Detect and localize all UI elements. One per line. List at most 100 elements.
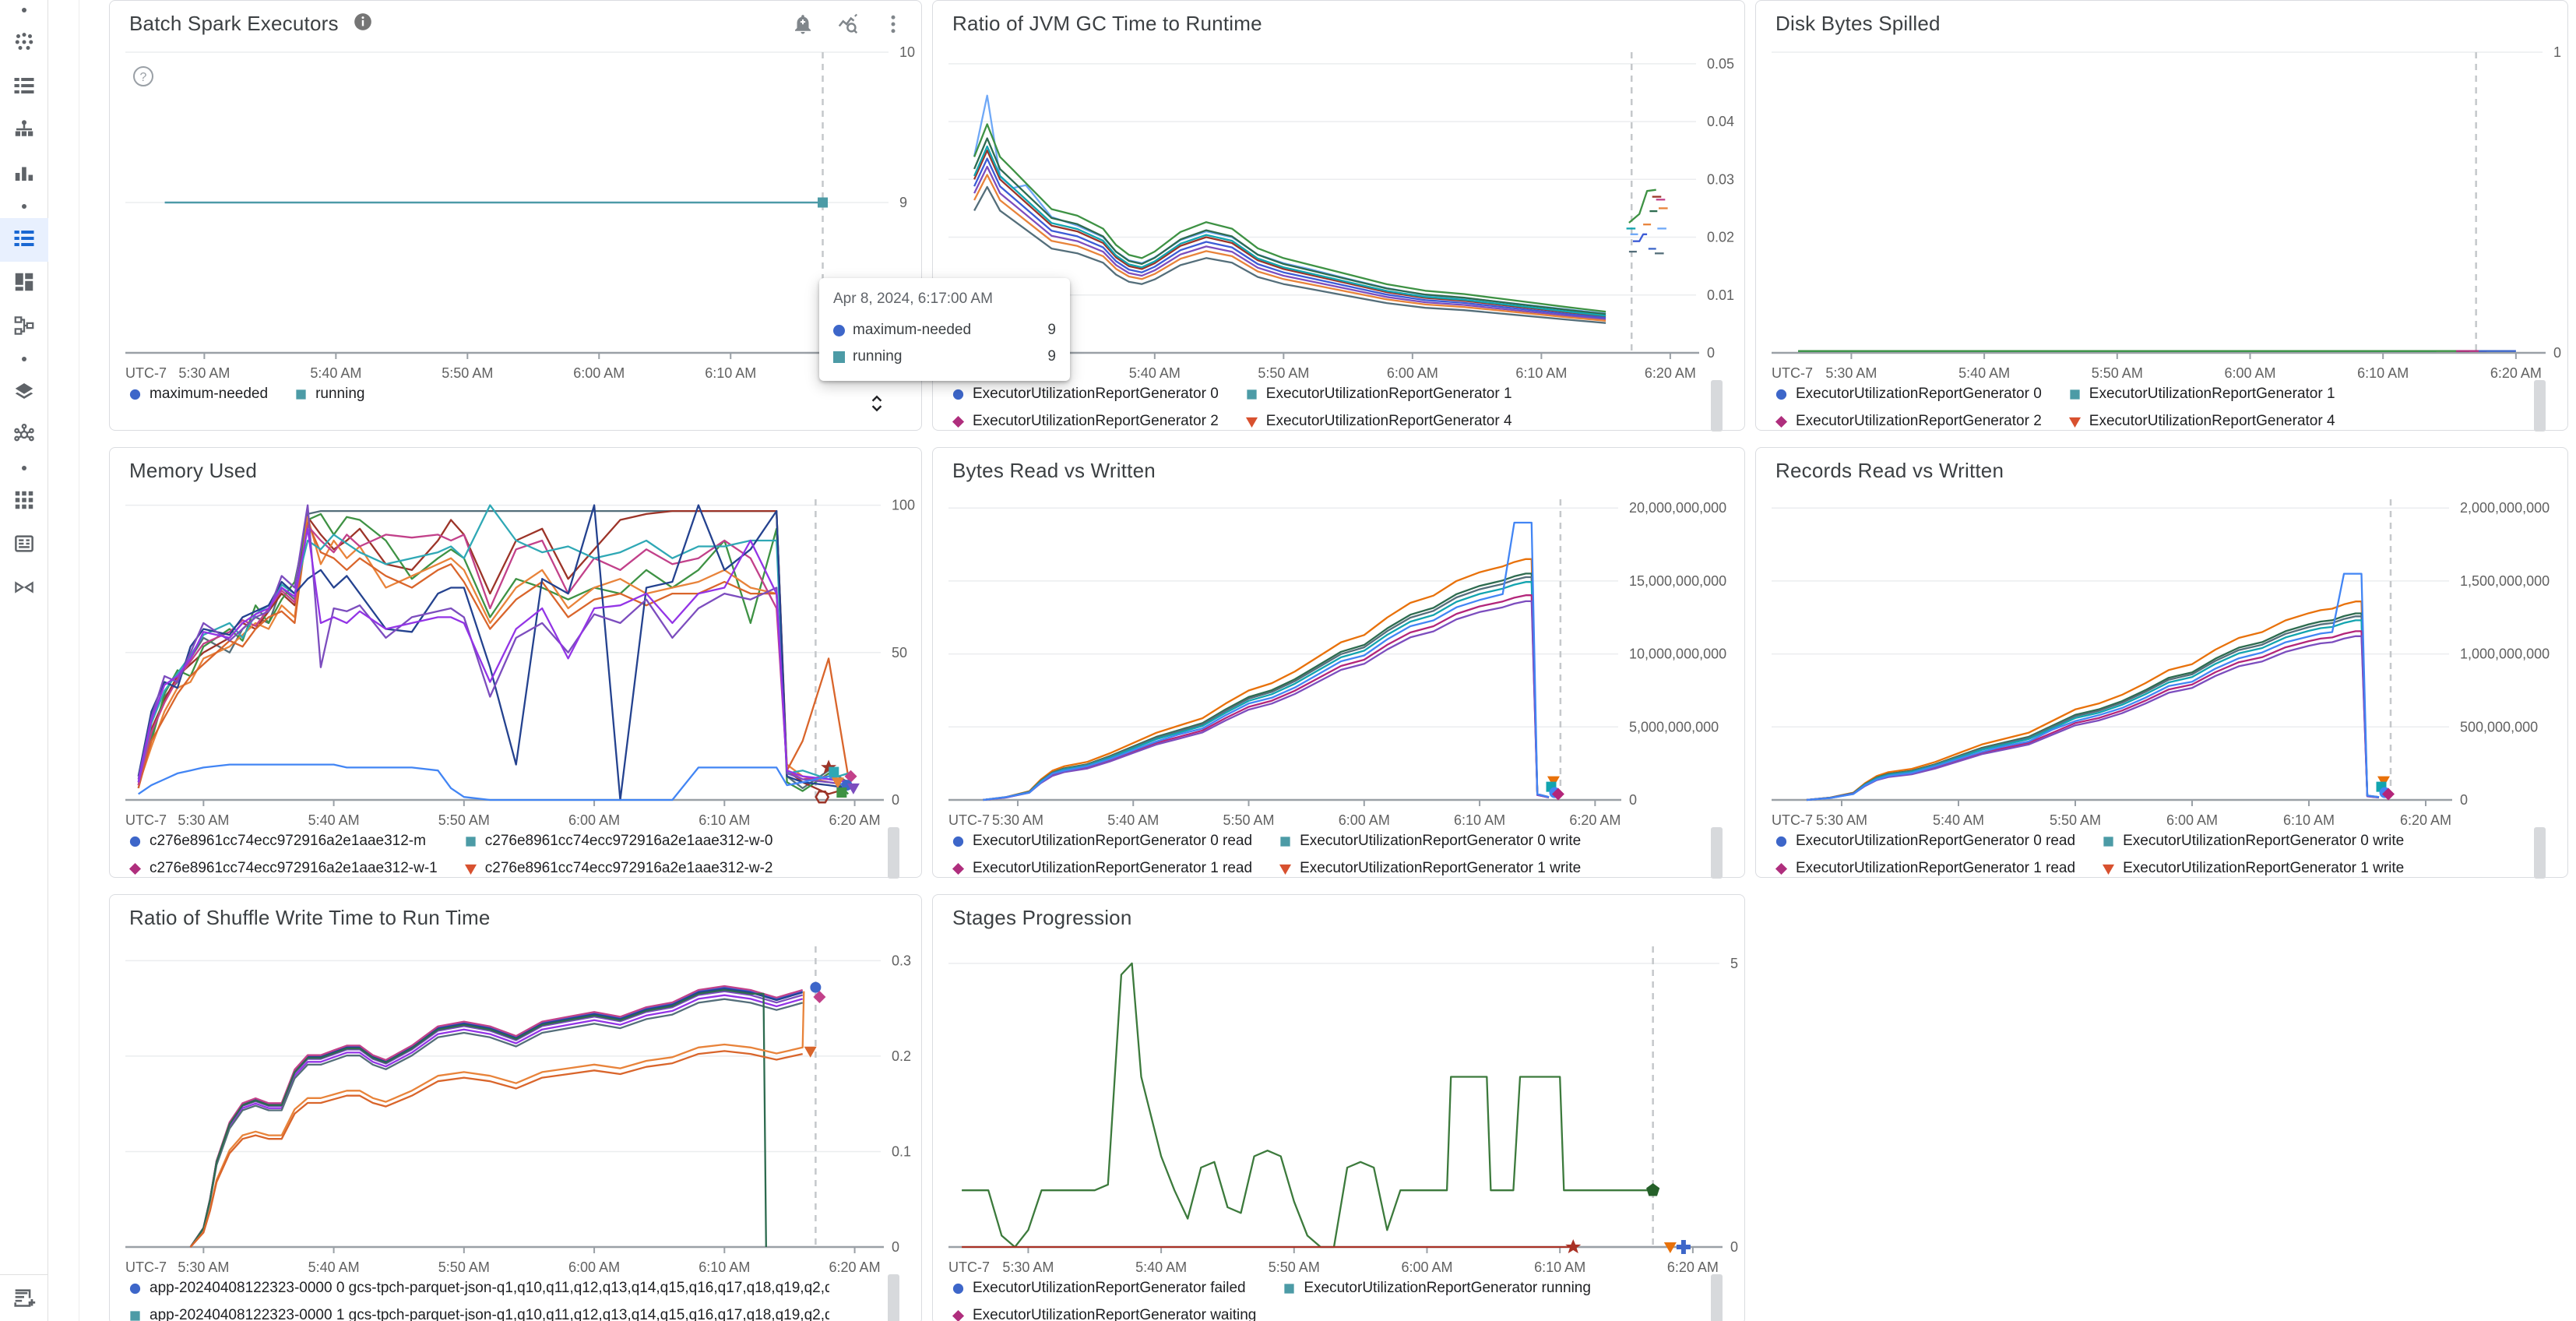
- chart-legend: ExecutorUtilizationReportGenerator 0 rea…: [1775, 833, 2404, 877]
- sidebar-item-batches[interactable]: [0, 218, 48, 262]
- legend-item[interactable]: ExecutorUtilizationReportGenerator runni…: [1283, 1280, 1591, 1297]
- chart-plot[interactable]: 1 0 5:30 AM 5:40 AM 5:50 AM 6:00 AM 6:10 AM 6:2…: [1756, 1, 2569, 432]
- svg-text:0.05: 0.05: [1707, 56, 1734, 72]
- separator-1-icon: [20, 4, 28, 18]
- bigquery-icon: [12, 576, 36, 603]
- chart-title: Ratio of JVM GC Time to Runtime: [952, 12, 1262, 35]
- legend-diamond-icon: [1775, 862, 1788, 875]
- svg-text:6:00 AM: 6:00 AM: [1401, 1259, 1452, 1275]
- legend-item[interactable]: ExecutorUtilizationReportGenerator 1: [1245, 386, 1512, 403]
- sidebar-item-environments[interactable]: [0, 371, 48, 414]
- sidebar-item-news[interactable]: [0, 523, 48, 567]
- legend-item[interactable]: c276e8961cc74ecc972916a2e1aae312-w-1: [128, 860, 438, 877]
- svg-text:6:10 AM: 6:10 AM: [1515, 365, 1567, 381]
- legend-item[interactable]: app-20240408122323-0000 0 gcs-tpch-parqu…: [128, 1280, 829, 1297]
- legend-item[interactable]: ExecutorUtilizationReportGenerator 0 wri…: [2102, 833, 2404, 850]
- legend-item[interactable]: ExecutorUtilizationReportGenerator 1 wri…: [1279, 860, 1581, 877]
- sidebar-item-bigquery[interactable]: [0, 567, 48, 611]
- legend-item[interactable]: ExecutorUtilizationReportGenerator 1: [2068, 386, 2335, 403]
- legend-label: ExecutorUtilizationReportGenerator 4: [2089, 413, 2335, 429]
- sidebar-item-dashboards[interactable]: [0, 262, 48, 305]
- svg-text:6:20 AM: 6:20 AM: [829, 1259, 881, 1275]
- svg-text:6:20 AM: 6:20 AM: [1569, 812, 1621, 828]
- sidebar-item-clusters[interactable]: [0, 22, 48, 65]
- sidebar-item-apps[interactable]: [0, 480, 48, 523]
- series-line: [137, 524, 849, 786]
- feedback-icon[interactable]: [11, 1286, 37, 1316]
- legend-item[interactable]: ExecutorUtilizationReportGenerator faile…: [952, 1280, 1256, 1297]
- legend-square-icon: [2070, 389, 2080, 400]
- legend-square-icon: [296, 389, 306, 400]
- info-icon[interactable]: [353, 12, 373, 36]
- chart-plot[interactable]: 0.3 0.2 0.1 0 5:30 AM 5:40 AM 5:50 AM 6:00 AM 6:…: [110, 895, 923, 1321]
- svg-text:20,000,000,000: 20,000,000,000: [1629, 500, 1726, 516]
- legend-diamond-icon: [952, 1309, 965, 1321]
- series-line: [189, 998, 804, 1248]
- environments-icon: [12, 379, 36, 407]
- legend-item[interactable]: ExecutorUtilizationReportGenerator 4: [2068, 413, 2335, 430]
- svg-text:0: 0: [892, 1239, 899, 1255]
- sidebar-item-metrics[interactable]: [0, 153, 48, 196]
- legend-item[interactable]: ExecutorUtilizationReportGenerator waiti…: [952, 1307, 1256, 1321]
- sidebar-item-jobs-list[interactable]: [0, 65, 48, 109]
- dashboard-grid: Batch Spark Executors10985:30 AM5:40 AM5…: [79, 0, 2568, 1321]
- legend-item[interactable]: ExecutorUtilizationReportGenerator 1 rea…: [952, 860, 1252, 877]
- legend-scrollbar-thumb[interactable]: [2534, 380, 2546, 432]
- legend-item[interactable]: c276e8961cc74ecc972916a2e1aae312-m: [128, 833, 438, 850]
- chart-title: Bytes Read vs Written: [952, 459, 1156, 482]
- legend-item[interactable]: ExecutorUtilizationReportGenerator 0: [1775, 386, 2042, 403]
- view-in-metrics-explorer-button[interactable]: [831, 9, 865, 43]
- chart-card-1: Batch Spark Executors10985:30 AM5:40 AM5…: [109, 0, 922, 431]
- legend-item[interactable]: ExecutorUtilizationReportGenerator 0 rea…: [1775, 833, 2075, 850]
- legend-label: ExecutorUtilizationReportGenerator 1: [1265, 386, 1512, 402]
- legend-scrollbar-thumb[interactable]: [2534, 827, 2546, 879]
- legend-item[interactable]: ExecutorUtilizationReportGenerator 0 rea…: [952, 833, 1252, 850]
- legend-circle-icon: [952, 836, 964, 847]
- legend-item[interactable]: ExecutorUtilizationReportGenerator 0 wri…: [1279, 833, 1581, 850]
- legend-item[interactable]: ExecutorUtilizationReportGenerator 1 wri…: [2102, 860, 2404, 877]
- legend-item[interactable]: c276e8961cc74ecc972916a2e1aae312-w-2: [464, 860, 773, 877]
- chart-title: Stages Progression: [952, 906, 1132, 929]
- chart-plot[interactable]: 10985:30 AM5:40 AM5:50 AM6:00 AM6:10 AM6…: [110, 1, 923, 432]
- legend-scrollbar-thumb[interactable]: [888, 1274, 899, 1321]
- create-alert-button[interactable]: [786, 9, 820, 43]
- legend-unfold-button[interactable]: [867, 390, 887, 417]
- svg-text:10,000,000,000: 10,000,000,000: [1629, 646, 1726, 662]
- legend-item[interactable]: running: [294, 386, 364, 403]
- svg-text:5:30 AM: 5:30 AM: [1002, 1259, 1054, 1275]
- chart-plot[interactable]: 100 50 0 5:30 AM 5:40 AM 5:50 AM 6:00 AM 6:10 A…: [110, 448, 923, 879]
- sidebar-item-resources[interactable]: [0, 109, 48, 153]
- legend-scrollbar-thumb[interactable]: [1711, 380, 1723, 432]
- chart-legend: app-20240408122323-0000 0 gcs-tpch-parqu…: [128, 1280, 829, 1321]
- svg-text:1,500,000,000: 1,500,000,000: [2460, 573, 2550, 589]
- legend-scrollbar-thumb[interactable]: [888, 827, 899, 879]
- svg-text:6:00 AM: 6:00 AM: [573, 365, 625, 381]
- legend-item[interactable]: ExecutorUtilizationReportGenerator 2: [1775, 413, 2042, 430]
- metrics-icon: [12, 161, 36, 188]
- legend-label: ExecutorUtilizationReportGenerator 1: [2089, 386, 2335, 402]
- legend-item[interactable]: maximum-needed: [128, 386, 268, 403]
- legend-item[interactable]: app-20240408122323-0000 1 gcs-tpch-parqu…: [128, 1307, 829, 1321]
- svg-text:UTC-7: UTC-7: [948, 812, 990, 828]
- more-options-button[interactable]: [876, 9, 910, 43]
- sidebar-item-workflows[interactable]: [0, 305, 48, 349]
- legend-scrollbar-thumb[interactable]: [1711, 827, 1723, 879]
- legend-item[interactable]: c276e8961cc74ecc972916a2e1aae312-w-0: [464, 833, 773, 850]
- sidebar-item-sessions[interactable]: [0, 414, 48, 458]
- chart-plot[interactable]: 5 0 5:30 AM 5:40 AM 5:50 AM 6:00 AM 6:10 AM 6:2…: [933, 895, 1746, 1321]
- series-line: [137, 504, 849, 801]
- legend-scrollbar-thumb[interactable]: [1711, 1274, 1723, 1321]
- series-line: [189, 985, 804, 1248]
- chart-plot[interactable]: 2,000,000,000 1,500,000,000 1,000,000,000 5…: [1756, 448, 2569, 879]
- legend-item[interactable]: ExecutorUtilizationReportGenerator 2: [952, 413, 1219, 430]
- legend-item[interactable]: ExecutorUtilizationReportGenerator 1 rea…: [1775, 860, 2075, 877]
- chart-plot[interactable]: 20,000,000,000 15,000,000,000 10,000,000,0…: [933, 448, 1746, 879]
- legend-item[interactable]: ExecutorUtilizationReportGenerator 4: [1245, 413, 1512, 430]
- legend-item[interactable]: ExecutorUtilizationReportGenerator 0: [952, 386, 1219, 403]
- metrics-explorer-icon: [836, 12, 860, 40]
- svg-text:6:00 AM: 6:00 AM: [2166, 812, 2218, 828]
- svg-text:500,000,000: 500,000,000: [2460, 719, 2538, 734]
- svg-text:5:30 AM: 5:30 AM: [1816, 812, 1867, 828]
- svg-text:6:20 AM: 6:20 AM: [1645, 365, 1696, 381]
